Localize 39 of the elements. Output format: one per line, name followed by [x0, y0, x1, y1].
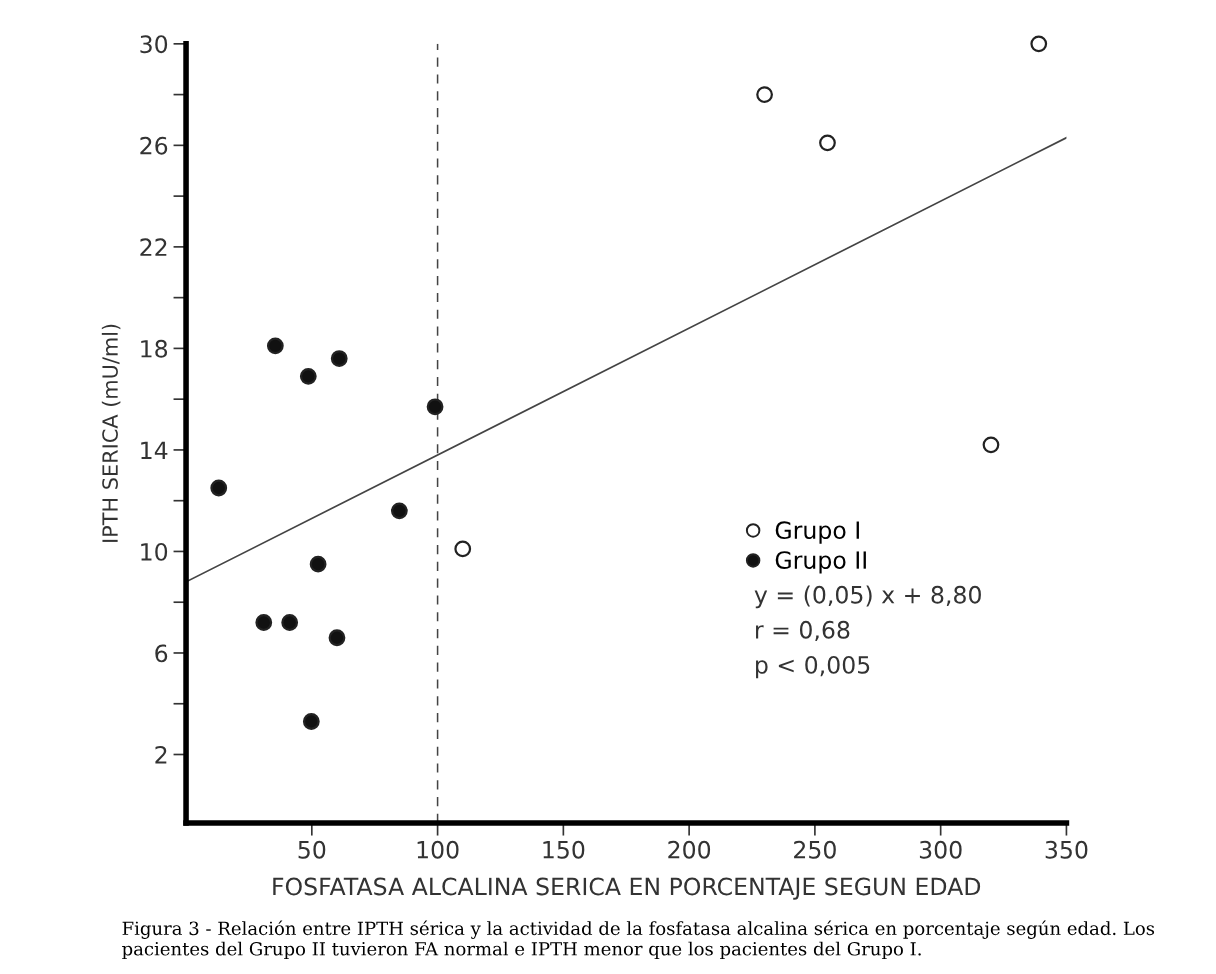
x-tick-label: 100	[417, 840, 459, 859]
point	[328, 629, 346, 647]
y-tick-label: 14	[141, 441, 168, 459]
point	[819, 134, 836, 152]
annotation: r = 0,68	[756, 620, 850, 642]
y-tick-label: 6	[155, 644, 168, 663]
legend-label: Grupo II	[775, 551, 866, 574]
y-axis-title: IPTH SERICA (mU/ml)	[101, 324, 121, 542]
point	[255, 614, 273, 631]
point	[756, 86, 773, 103]
x-tick-label: 250	[794, 840, 836, 859]
y-tick-label: 22	[140, 238, 167, 256]
y-tick-label: 2	[155, 745, 167, 764]
annotation: p < 0,005	[756, 655, 870, 679]
point	[390, 502, 408, 520]
text: Figura 3 - Relación entre IPTH sérica y la actividad de la fosfatasa alcalina sérica en porcentaje según edad. Los pacientes del Grupo II tuvieron FA normal e IPTH menor que los pacientes del Grupo I.	[122, 920, 1155, 960]
point	[454, 540, 472, 558]
x-tick-label: 200	[668, 840, 711, 859]
x-axis-title: FOSFATASA ALCALINA SERICA EN PORCENTAJE SEGUN EDAD	[273, 877, 981, 900]
point	[281, 614, 299, 631]
annotation: y = (0,05) x + 8,80	[754, 585, 981, 609]
legend-label: Grupo I	[775, 521, 859, 544]
y-tick-label: 10	[141, 542, 168, 561]
point	[309, 555, 327, 573]
x-tick-label: 150	[543, 840, 585, 859]
y-tick-label: 30	[140, 35, 168, 54]
x-tick-label: 50	[298, 840, 326, 859]
point	[330, 350, 348, 367]
point	[299, 367, 317, 385]
x-tick-label: 350	[1045, 840, 1088, 859]
point	[210, 479, 228, 497]
point	[266, 337, 284, 355]
y-tick-label: 18	[141, 339, 168, 358]
x-tick-label: 300	[919, 840, 962, 859]
point	[302, 713, 320, 730]
point	[426, 398, 444, 416]
point	[982, 436, 1000, 454]
y-tick-label: 26	[140, 136, 168, 155]
point	[1030, 35, 1048, 53]
